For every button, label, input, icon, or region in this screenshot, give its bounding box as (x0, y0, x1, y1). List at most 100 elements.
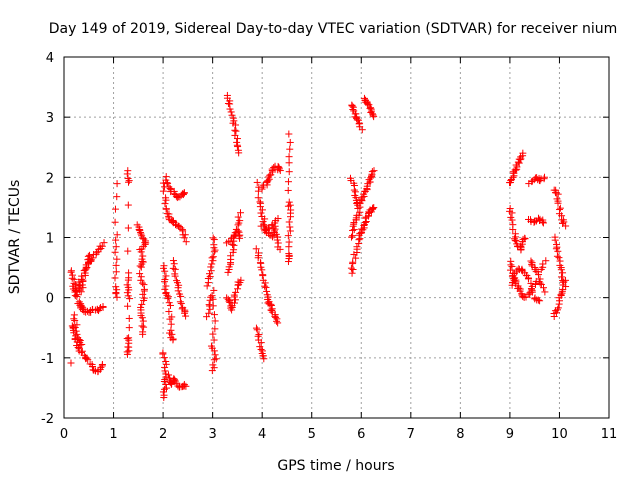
data-point (140, 296, 148, 304)
data-point (234, 143, 242, 151)
data-point (286, 138, 294, 146)
data-point (135, 226, 143, 234)
data-point (99, 303, 107, 311)
data-point (536, 177, 544, 185)
data-point (349, 105, 357, 113)
data-point (273, 317, 281, 325)
data-point (226, 105, 234, 113)
data-point (509, 278, 517, 286)
data-point (360, 222, 368, 230)
data-point (159, 187, 167, 195)
x-tick-label: 6 (357, 427, 365, 442)
data-point (111, 218, 119, 226)
data-point (111, 205, 119, 213)
data-point (285, 153, 293, 161)
data-point (285, 243, 293, 251)
data-point (254, 254, 262, 262)
data-point (138, 314, 146, 322)
data-point (553, 243, 561, 251)
data-point (348, 269, 356, 277)
y-tick-label: 1 (46, 232, 54, 247)
data-point (141, 240, 149, 248)
x-tick-label: 11 (601, 427, 618, 442)
data-point (348, 102, 356, 110)
data-point (347, 264, 355, 272)
data-point (528, 260, 536, 268)
data-point (256, 343, 264, 351)
data-point (180, 380, 188, 388)
data-point (224, 268, 232, 276)
data-point (234, 221, 242, 229)
data-point (511, 166, 519, 174)
data-point (225, 297, 233, 305)
data-point (163, 291, 171, 299)
data-point (78, 272, 86, 280)
data-point (83, 354, 91, 362)
data-point (369, 204, 377, 212)
data-point (228, 111, 236, 119)
data-point (113, 180, 121, 188)
data-point (536, 297, 544, 305)
x-axis-label: GPS time / hours (277, 458, 394, 474)
data-point (553, 252, 561, 260)
data-point (112, 243, 120, 251)
x-tick-label: 9 (506, 427, 514, 442)
data-point (203, 282, 211, 290)
data-point (370, 167, 378, 175)
data-point (165, 308, 173, 316)
data-point (287, 213, 295, 221)
data-point (71, 317, 79, 325)
data-point (528, 285, 536, 293)
data-point (126, 295, 134, 303)
y-tick-label: 0 (46, 292, 54, 307)
data-point (125, 177, 133, 185)
data-point (211, 351, 219, 359)
data-point (252, 245, 260, 253)
data-point (254, 194, 262, 202)
data-point (77, 288, 85, 296)
data-point (535, 214, 543, 222)
data-point (88, 362, 96, 370)
x-tick-label: 10 (551, 427, 568, 442)
data-point (207, 263, 215, 271)
data-point (534, 296, 542, 304)
data-point (112, 290, 120, 298)
data-point (209, 253, 217, 261)
data-point (259, 218, 267, 226)
data-point (535, 271, 543, 279)
data-point (162, 205, 170, 213)
data-point (284, 202, 292, 210)
data-point (209, 234, 217, 242)
data-point (233, 138, 241, 146)
data-point (123, 350, 131, 358)
data-point (182, 382, 190, 390)
data-point (274, 319, 282, 327)
data-point (160, 354, 168, 362)
data-point (275, 165, 283, 173)
data-point (259, 272, 267, 280)
x-tick-label: 7 (407, 427, 415, 442)
data-point (284, 186, 292, 194)
data-point (286, 227, 294, 235)
data-point (205, 309, 213, 317)
y-tick-label: -2 (41, 412, 54, 427)
data-point (210, 236, 218, 244)
data-point (208, 254, 216, 262)
data-point (560, 218, 568, 226)
data-point (224, 295, 232, 303)
data-point (542, 257, 550, 265)
data-point (556, 204, 564, 212)
data-point (268, 221, 276, 229)
data-point (274, 215, 282, 223)
data-point (159, 350, 167, 358)
data-point (536, 279, 544, 287)
data-point (284, 258, 292, 266)
data-point (554, 199, 562, 207)
data-point (125, 314, 133, 322)
data-point (125, 347, 133, 355)
data-point (113, 286, 121, 294)
data-point (349, 265, 357, 273)
data-point (258, 266, 266, 274)
